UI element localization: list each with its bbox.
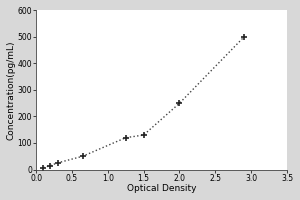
X-axis label: Optical Density: Optical Density bbox=[127, 184, 196, 193]
Y-axis label: Concentration(pg/mL): Concentration(pg/mL) bbox=[7, 40, 16, 140]
